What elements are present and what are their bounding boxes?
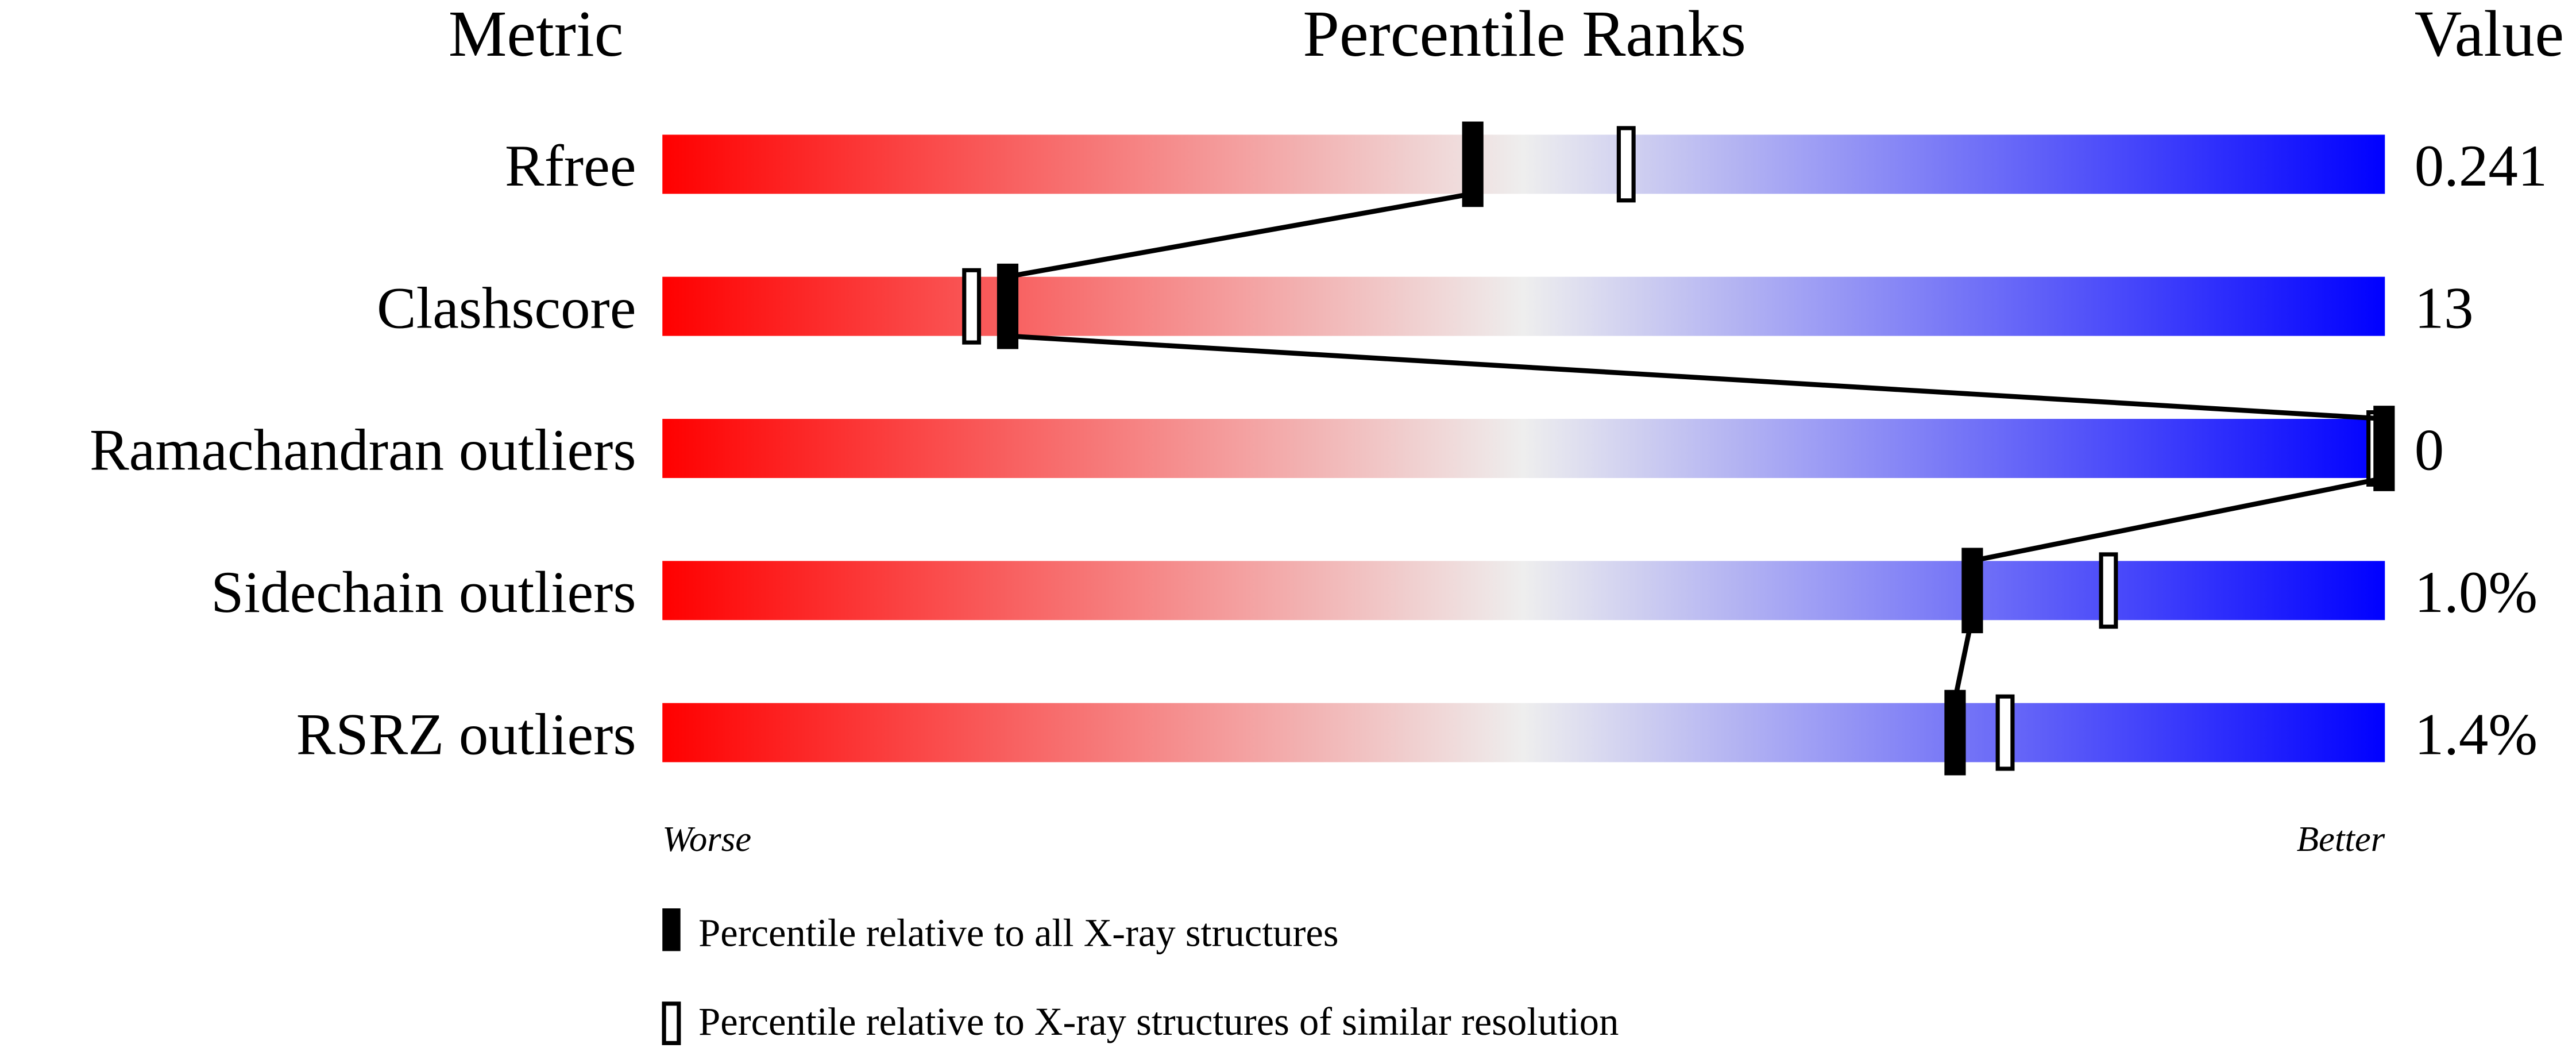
metric-row: Rfree 0.241 [505, 133, 2547, 199]
percentile-similar-marker [1995, 694, 2015, 771]
metric-value: 0 [2415, 418, 2444, 483]
metric-label: Clashscore [377, 275, 636, 341]
percentile-all-marker [2373, 406, 2395, 491]
legend-open-marker-icon [662, 1001, 681, 1045]
percentile-bar [662, 276, 2385, 336]
metric-value: 1.0% [2415, 560, 2538, 625]
percentile-bar [662, 419, 2385, 478]
header-value: Value [2415, 0, 2564, 70]
legend-filled-label: Percentile relative to all X-ray structu… [698, 911, 1338, 955]
percentile-similar-marker [1616, 126, 1636, 203]
metric-label: RSRZ outliers [296, 702, 636, 767]
metric-row: Sidechain outliers 1.0% [211, 560, 2538, 625]
legend-filled-marker-icon [662, 908, 681, 951]
metric-label: Rfree [505, 133, 636, 199]
metric-value: 13 [2415, 275, 2474, 341]
metric-row: Clashscore 13 [377, 275, 2474, 341]
metric-row: RSRZ outliers 1.4% [296, 702, 2538, 767]
legend-open-label: Percentile relative to X-ray structures … [698, 1000, 1619, 1043]
percentile-all-marker [1462, 121, 1484, 207]
percentile-similar-marker [2099, 552, 2118, 629]
percentile-bar [662, 561, 2385, 621]
percentile-similar-marker [962, 268, 982, 345]
worse-label: Worse [662, 819, 751, 859]
percentile-all-marker [997, 263, 1019, 349]
metric-label: Sidechain outliers [211, 560, 636, 625]
connector-line [1006, 333, 2385, 422]
metric-row: Ramachandran outliers 0 [90, 418, 2444, 483]
better-label: Better [2297, 819, 2385, 859]
percentile-bar [662, 134, 2385, 194]
header-percentile-ranks: Percentile Ranks [1303, 0, 1746, 70]
connector-line [1952, 619, 1974, 704]
metric-label: Ramachandran outliers [90, 418, 636, 483]
header-metric: Metric [449, 0, 624, 70]
metric-value: 0.241 [2415, 133, 2548, 199]
percentile-bar [662, 703, 2385, 762]
percentile-all-marker [1961, 548, 1983, 634]
percentile-all-marker [1944, 689, 1966, 776]
metric-value: 1.4% [2415, 702, 2538, 767]
connector-line [1006, 191, 1473, 279]
connector-line [1971, 475, 2386, 564]
